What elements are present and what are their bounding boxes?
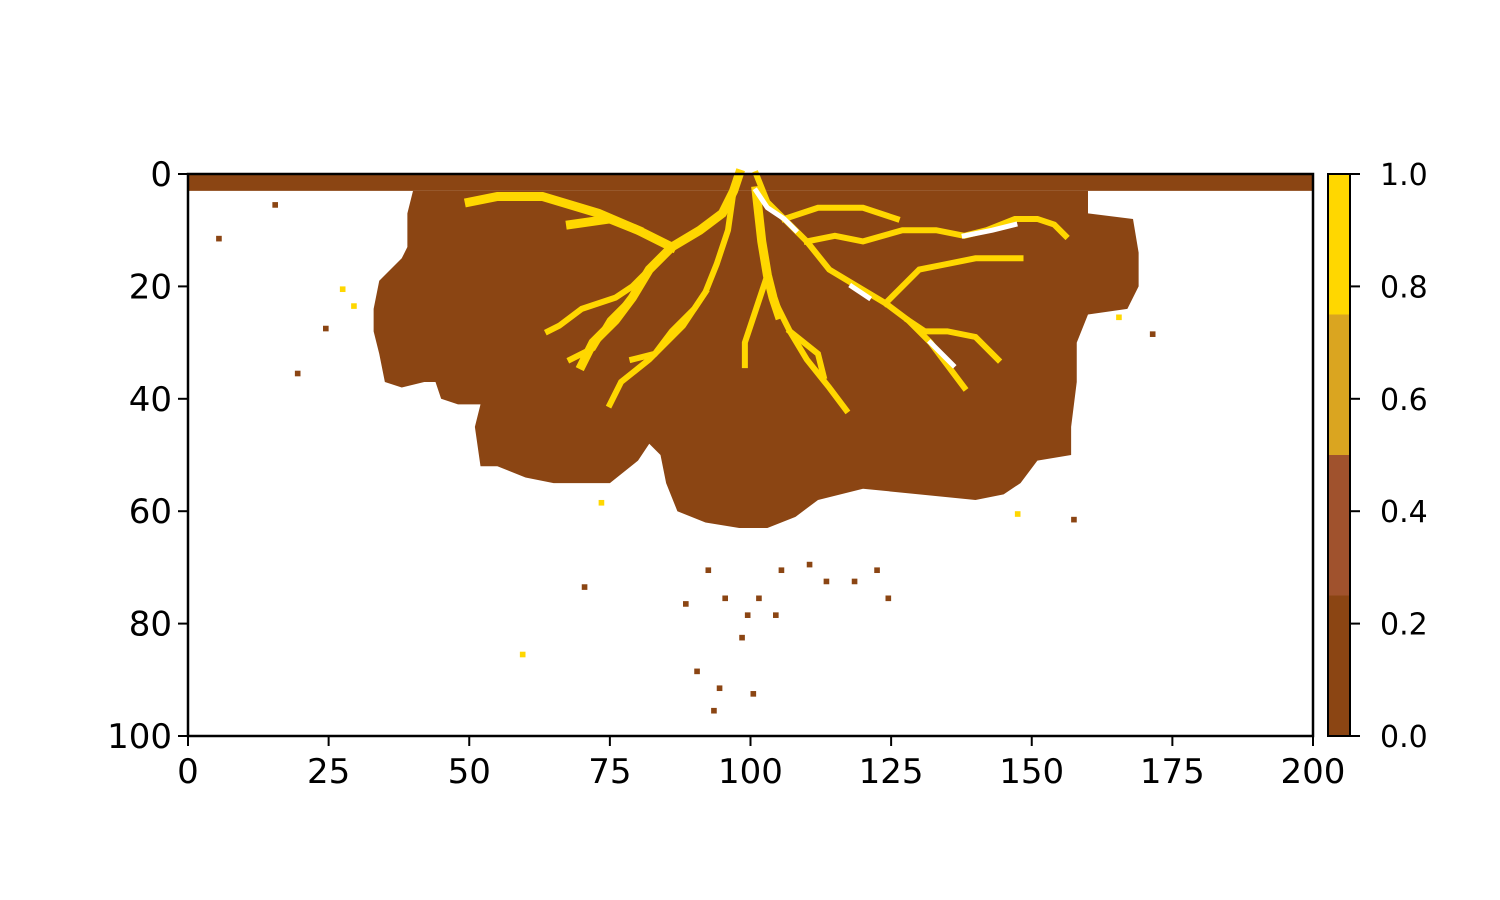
channel-gap-0 bbox=[752, 187, 800, 234]
colorbar-tick-label: 0.6 bbox=[1380, 383, 1428, 418]
deposit-band bbox=[188, 174, 1313, 191]
scatter-pixel bbox=[598, 499, 605, 506]
channel-6 bbox=[605, 287, 710, 409]
colorbar: 0.0 0.2 0.4 0.6 0.8 1.0 bbox=[1327, 158, 1428, 755]
scatter-pixel bbox=[1071, 516, 1077, 523]
scatter-pixel bbox=[750, 691, 757, 697]
scatter-pixel bbox=[272, 202, 278, 208]
scatter-pixel bbox=[581, 584, 588, 590]
channel-gap-1 bbox=[848, 282, 873, 302]
x-tick-label: 100 bbox=[718, 752, 783, 792]
scatter-pixel bbox=[1014, 511, 1021, 517]
scatter-pixel bbox=[216, 235, 222, 242]
x-tick-label: 0 bbox=[177, 752, 199, 792]
scatter-pixel bbox=[694, 668, 700, 675]
x-tick-label: 50 bbox=[448, 752, 491, 792]
scatter-pixel bbox=[716, 685, 723, 692]
channel-10 bbox=[785, 327, 828, 380]
y-tick-label: 80 bbox=[129, 605, 172, 645]
x-tick-label: 125 bbox=[859, 752, 924, 792]
y-tick-label: 100 bbox=[107, 717, 172, 757]
scatter-pixel bbox=[683, 601, 689, 607]
scatter-pixel bbox=[1116, 314, 1122, 321]
scatter-pixel bbox=[739, 634, 745, 641]
scatter-pixel bbox=[851, 578, 858, 585]
scatter-pixel bbox=[773, 612, 779, 618]
y-tick-label: 40 bbox=[129, 380, 172, 420]
x-axis: 0 25 50 75 100 125 150 175 200 bbox=[177, 736, 1345, 792]
scatter-pixel bbox=[705, 567, 712, 574]
channel-gap-3 bbox=[961, 221, 1018, 239]
colorbar-bin bbox=[1328, 595, 1350, 736]
x-tick-label: 175 bbox=[1140, 752, 1205, 792]
colorbar-bin bbox=[1328, 314, 1350, 455]
scatter-pixel bbox=[756, 595, 762, 602]
colorbar-frame bbox=[1327, 173, 1351, 737]
channel-14 bbox=[903, 315, 1003, 364]
scatter-pixel bbox=[823, 578, 830, 585]
scatter-pixel bbox=[722, 595, 728, 602]
colorbar-tick-label: 1.0 bbox=[1380, 158, 1428, 193]
scatter-pixel bbox=[744, 612, 751, 618]
channel-8 bbox=[741, 271, 772, 369]
channel-4 bbox=[566, 293, 637, 364]
scatter-pixel bbox=[778, 567, 785, 574]
x-tick-label: 150 bbox=[999, 752, 1064, 792]
deposit-lobe bbox=[373, 190, 1139, 529]
y-tick-label: 0 bbox=[150, 155, 172, 195]
scatter-pixel bbox=[806, 561, 813, 568]
scatter-pixel bbox=[874, 567, 880, 574]
x-tick-label: 75 bbox=[588, 752, 631, 792]
channel-3 bbox=[543, 265, 654, 336]
scatter-pixel bbox=[323, 325, 329, 332]
channel-13 bbox=[881, 255, 1024, 308]
scatter-pixel bbox=[519, 651, 526, 658]
colorbar-tick-label: 0.4 bbox=[1380, 495, 1428, 530]
colorbar-bin bbox=[1328, 174, 1350, 315]
scatter-pixel bbox=[1149, 331, 1156, 337]
channel-1 bbox=[463, 191, 678, 254]
scatter-pixel bbox=[294, 370, 301, 377]
y-tick-label: 20 bbox=[129, 267, 172, 307]
channel-2 bbox=[565, 214, 644, 237]
scatter-pixel bbox=[339, 286, 346, 293]
scatter-pixel bbox=[711, 707, 717, 714]
colorbar-tick-label: 0.2 bbox=[1380, 608, 1428, 643]
colorbar-bin bbox=[1328, 455, 1350, 596]
plot-area bbox=[186, 168, 1315, 738]
colorbar-tick-label: 0.8 bbox=[1380, 270, 1428, 305]
x-tick-label: 200 bbox=[1281, 752, 1346, 792]
y-tick-label: 60 bbox=[129, 492, 172, 532]
channel-gap-2 bbox=[926, 339, 957, 369]
scatter-pixel bbox=[885, 595, 892, 602]
colorbar-tick-label: 0.0 bbox=[1380, 720, 1428, 755]
channel-15 bbox=[780, 204, 901, 223]
channel-9 bbox=[768, 293, 851, 415]
scatter-pixel bbox=[351, 303, 357, 309]
y-axis: 0 20 40 60 80 100 bbox=[107, 155, 188, 757]
x-tick-label: 25 bbox=[307, 752, 350, 792]
